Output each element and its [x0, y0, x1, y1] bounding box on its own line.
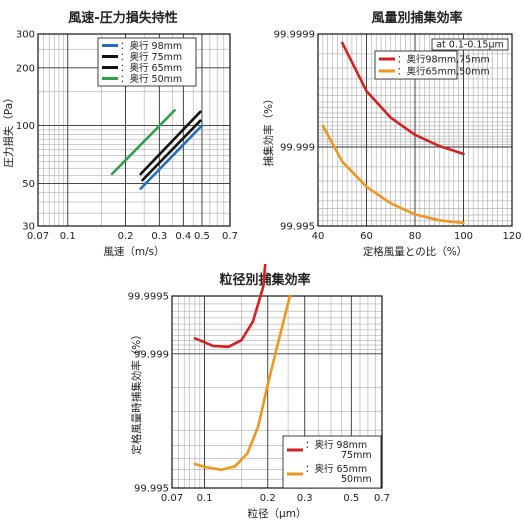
series-line-4 [110, 109, 176, 176]
series-line-2 [321, 124, 465, 225]
x-tick-label: 60 [360, 231, 373, 242]
legend-label-1: ：奥行 98mm 75mm [305, 439, 372, 461]
series-line-3 [139, 110, 202, 176]
x-tick-label: 0.7 [374, 493, 390, 504]
x-tick-label: 0.1 [60, 231, 76, 242]
chart-title: 風量別捕集効率 [371, 10, 462, 26]
y-tick-label: 99.9999 [274, 30, 315, 41]
chart-particle: 粒径別捕集効率 0.07 0.1 0.2 0.3 0.5 0.7 99.995 99.999 99… [120, 236, 405, 524]
series-group [110, 109, 204, 190]
y-tick-label: 100 [16, 121, 35, 132]
y-axis-label: 捕集効率（%） [262, 94, 275, 167]
legend-label-line: 50mm [341, 474, 372, 485]
chart-title: 風速-圧力損失持性 [68, 10, 177, 26]
x-tick-label: 120 [502, 231, 521, 242]
x-tick-label: 100 [454, 231, 473, 242]
chart-airflow: 風量別捕集効率 40 60 80 100 120 99.995 99.999 99.9999 定格… [262, 0, 525, 262]
series-line-1 [139, 124, 204, 190]
x-tick-label: 80 [409, 231, 422, 242]
x-tick-label: 0.2 [118, 231, 134, 242]
x-tick-label: 0.3 [297, 493, 313, 504]
plot-frame [37, 33, 231, 227]
plot-frame [171, 295, 383, 489]
legend: ：奥行 98mm：奥行 75mm：奥行 65mm：奥行 50mm [97, 37, 197, 87]
y-axis-label: 定格風量時捕集効率（%） [130, 329, 143, 454]
chart-airflow-svg: 風量別捕集効率 40 60 80 100 120 99.995 99.999 99.9999 定格… [262, 10, 522, 258]
legend-label-3: ：奥行 65mm [120, 62, 182, 74]
series-group [321, 41, 465, 225]
y-tick-label: 30 [22, 222, 35, 233]
annotation-text: at 0.1-0.15μm [436, 40, 504, 51]
x-tick-label: 0.07 [161, 493, 183, 504]
x-axis-label: 風速（m/s） [103, 246, 164, 258]
y-tick-label: 99.999 [134, 349, 169, 360]
x-tick-label: 0.5 [194, 231, 210, 242]
x-tick-label: 0.5 [343, 493, 359, 504]
y-tick-label: 99.999 [280, 143, 315, 154]
x-tick-label: 0.4 [175, 231, 191, 242]
series-line-1 [341, 41, 465, 156]
y-tick-label: 99.995 [280, 222, 315, 233]
legend: ：奥行 98mm 75mm：奥行 65mm 50mm [282, 435, 382, 489]
legend-label-line: 75mm [341, 450, 372, 461]
x-tick-label: 0.07 [27, 231, 49, 242]
y-tick-label: 200 [16, 63, 35, 74]
x-axis-label: 定格風量との比（%） [363, 245, 467, 258]
legend-box [282, 435, 382, 489]
legend-label-4: ：奥行 50mm [120, 73, 182, 85]
plot-frame [317, 33, 513, 227]
legend-box [374, 50, 458, 80]
x-tick-label: 0.1 [197, 493, 213, 504]
x-tick-label: 0.3 [151, 231, 167, 242]
series-group [193, 236, 292, 472]
legend-label-2: ：奥行 65mm 50mm [305, 463, 372, 485]
y-axis-label: 圧力損失（Pa） [2, 92, 15, 167]
x-tick-label: 0.2 [260, 493, 276, 504]
y-tick-label: 99.9995 [128, 292, 169, 303]
annotation-box [431, 38, 509, 51]
series-line-2 [193, 294, 292, 472]
legend-label-line: ：奥行 98mm [305, 439, 367, 451]
x-tick-label: 0.7 [222, 231, 238, 242]
legend-label-1: ：奥行98mm,75mm [397, 54, 490, 66]
legend-label-2: ：奥行65mm,50mm [397, 66, 490, 78]
chart-pressure: 風速-圧力損失持性 0.07 0.1 0.2 0.3 0.4 0.5 0.7 30 50 100 20… [0, 0, 262, 262]
legend-label-1: ：奥行 98mm [120, 40, 182, 52]
chart-pressure-svg: 風速-圧力損失持性 0.07 0.1 0.2 0.3 0.4 0.5 0.7 30 50 100 20… [2, 10, 238, 258]
legend-label-line: ：奥行 65mm [305, 463, 367, 475]
y-tick-label: 300 [16, 30, 35, 41]
x-axis-label: 粒径（μm） [248, 507, 307, 520]
x-tick-label: 40 [312, 231, 325, 242]
series-line-2 [141, 119, 202, 182]
series-line-1 [193, 236, 269, 349]
y-tick-label: 99.995 [134, 484, 169, 495]
legend-label-2: ：奥行 75mm [120, 51, 182, 63]
y-tick-label: 50 [22, 179, 35, 190]
legend: ：奥行98mm,75mm：奥行65mm,50mm [374, 50, 490, 80]
